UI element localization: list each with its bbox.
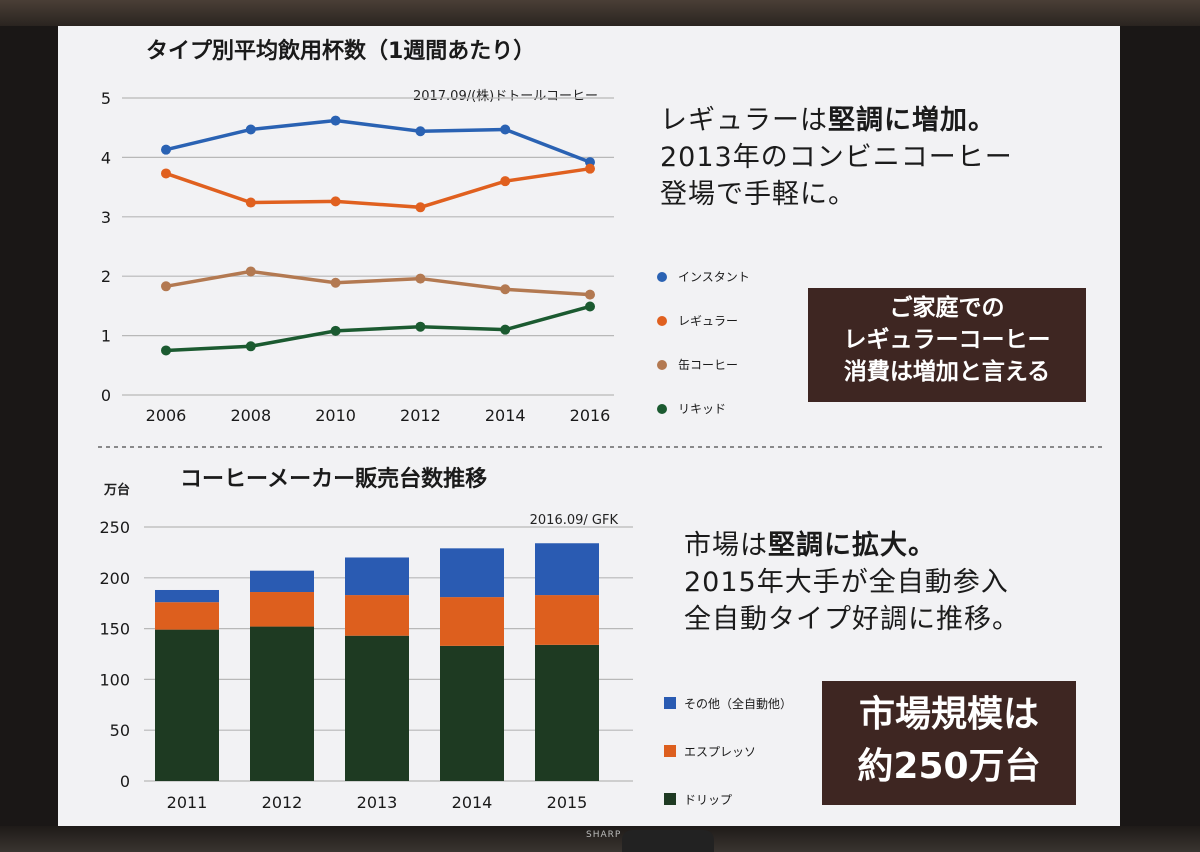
chart2-ytick: 100 <box>99 670 130 689</box>
chart2-bar-segment <box>155 629 219 781</box>
chart1-legend-label: リキッド <box>678 402 726 416</box>
chart2-ylabel: 万台 <box>103 482 130 498</box>
chart1-legend-marker <box>657 316 667 326</box>
chart1-ytick: 1 <box>101 327 111 346</box>
chart2-bar-segment <box>535 644 599 781</box>
chart1-legend-marker <box>657 404 667 414</box>
chart1-point <box>585 289 595 300</box>
chart1-point <box>415 273 426 284</box>
chart1-xtick: 2010 <box>315 406 356 425</box>
monitor-bottom-bezel <box>0 826 1200 852</box>
chart1-series-line <box>165 269 591 297</box>
chart2-bar-segment <box>155 589 219 603</box>
chart1-ytick: 4 <box>101 148 111 167</box>
monitor-stand <box>622 830 714 852</box>
chart2-xtick: 2015 <box>547 793 588 812</box>
chart1-ytick: 0 <box>101 386 111 405</box>
chart2-bar-segment <box>155 602 219 630</box>
chart2-xtick: 2011 <box>167 793 208 812</box>
chart1-ytick: 5 <box>101 89 111 108</box>
top-headline: レギュラーは堅調に増加。 2013年のコンビニコーヒー 登場で手軽に。 <box>660 102 1013 213</box>
chart1-point <box>245 197 256 208</box>
chart2-bar-segment <box>535 595 599 645</box>
chart1-point <box>500 124 511 135</box>
chart2-xtick: 2014 <box>452 793 493 812</box>
chart2-title: コーヒーメーカー販売台数推移 <box>180 466 487 492</box>
chart2-bar-segment <box>250 592 314 627</box>
chart1-legend-marker <box>657 360 667 370</box>
chart1-series-line <box>165 166 591 210</box>
chart1-ytick: 3 <box>101 208 111 227</box>
top-headline-line2: 2013年のコンビニコーヒー <box>660 142 1013 173</box>
chart1-point <box>500 284 511 295</box>
top-conclusion-badge: ご家庭での レギュラーコーヒー 消費は増加と言える <box>808 288 1086 402</box>
chart2-bar-segment <box>440 548 504 598</box>
chart1-point <box>330 196 341 207</box>
chart1-point <box>415 202 426 213</box>
chart2-bar-segment <box>535 543 599 596</box>
chart2-bar-segment <box>440 597 504 646</box>
chart1-series-line <box>165 118 591 164</box>
chart2-bar-segment <box>250 570 314 593</box>
chart2-legend-label: ドリップ <box>684 793 732 807</box>
bottom-headline: 市場は堅調に拡大。 2015年大手が全自動参入 全自動タイプ好調に推移。 <box>684 527 1020 638</box>
chart2-bar-segment <box>345 595 409 636</box>
chart2-ytick: 50 <box>110 721 130 740</box>
chart1-point <box>330 115 341 126</box>
chart2-source: 2016.09/ GFK <box>530 513 619 528</box>
tv-brand-logo: SHARP <box>586 830 622 840</box>
chart1-point <box>245 341 256 352</box>
chart1-xtick: 2012 <box>400 406 441 425</box>
top-headline-line3: 登場で手軽に。 <box>660 179 856 210</box>
chart1-point <box>500 176 511 187</box>
bottom-headline-line2: 2015年大手が全自動参入 <box>684 567 1009 598</box>
chart1-xtick: 2014 <box>485 406 526 425</box>
chart1-title: タイプ別平均飲用杯数（1週間あたり） <box>146 38 535 64</box>
chart1-point <box>330 277 341 288</box>
chart1-xtick: 2016 <box>570 406 611 425</box>
monitor-top-bezel <box>0 0 1200 26</box>
bottom-conclusion-badge: 市場規模は 約250万台 <box>822 681 1076 805</box>
chart1-point <box>245 266 256 277</box>
chart1-point <box>161 281 171 292</box>
chart1-legend-label: インスタント <box>678 270 750 284</box>
chart2-bar-segment <box>250 626 314 781</box>
chart2-legend-marker <box>664 745 676 757</box>
chart1-xtick: 2008 <box>230 406 271 425</box>
chart2-ytick: 150 <box>99 620 130 639</box>
chart1-series-line <box>165 304 591 353</box>
chart1-point <box>415 321 426 332</box>
bottom-headline-line3: 全自動タイプ好調に推移。 <box>684 604 1020 635</box>
chart1-point <box>161 144 171 155</box>
chart1-point <box>330 325 341 336</box>
chart2-ytick: 250 <box>99 518 130 537</box>
bottom-headline-line1: 市場は堅調に拡大。 <box>684 530 936 561</box>
chart1-point <box>415 126 426 137</box>
chart1-point <box>245 124 256 135</box>
chart1-point <box>500 324 511 335</box>
chart1-point <box>161 345 171 356</box>
chart2-ytick: 200 <box>99 569 130 588</box>
chart1-legend-label: レギュラー <box>678 314 738 328</box>
chart1-source: 2017.09/(株)ドトールコーヒー <box>413 89 598 104</box>
chart2-bar-segment <box>345 557 409 596</box>
chart1-xtick: 2006 <box>146 406 187 425</box>
chart2-legend-label: その他（全自動他） <box>684 696 792 711</box>
chart2-bar-segment <box>440 645 504 781</box>
chart2-ytick: 0 <box>120 772 130 791</box>
top-headline-line1: レギュラーは堅調に増加。 <box>660 105 996 136</box>
chart2-xtick: 2013 <box>357 793 398 812</box>
chart1-legend-label: 缶コーヒー <box>678 358 738 372</box>
chart2-xtick: 2012 <box>262 793 303 812</box>
chart2-legend-marker <box>664 697 676 709</box>
chart2-legend-label: エスプレッソ <box>684 745 756 759</box>
chart1-point <box>585 163 595 174</box>
chart1-point <box>585 301 595 312</box>
chart2-legend-marker <box>664 793 676 805</box>
chart2-bar-segment <box>345 635 409 781</box>
chart1-ytick: 2 <box>101 267 111 286</box>
chart1-legend-marker <box>657 272 667 282</box>
chart1-point <box>161 168 171 179</box>
